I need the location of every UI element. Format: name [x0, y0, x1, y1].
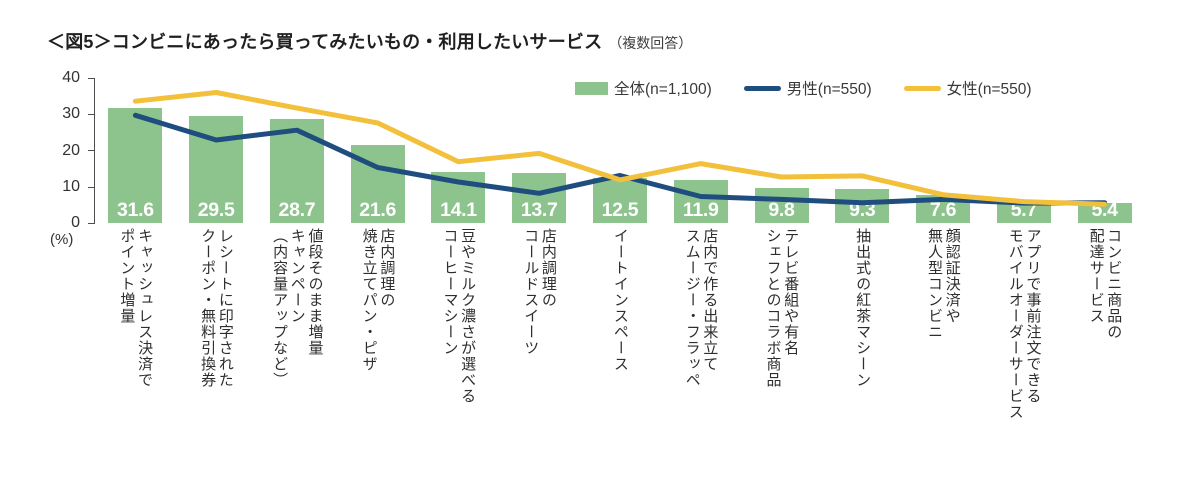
- y-tickmark: [88, 114, 95, 115]
- category-label: アプリで事前注文できる モバイルオーダーサービス: [983, 228, 1064, 480]
- category-label-text: アプリで事前注文できる モバイルオーダーサービス: [1006, 228, 1042, 420]
- category-label-text: 顔認証決済や 無人型コンビニ: [926, 228, 961, 340]
- category-label: 店内調理の 焼き立てパン・ピザ: [337, 228, 418, 480]
- chart-title-note: （複数回答）: [608, 35, 693, 51]
- y-tickmark: [88, 223, 95, 224]
- y-tick-20: 20: [62, 142, 80, 159]
- bar-value-label: 14.1: [440, 199, 477, 221]
- legend-label-total: 全体(n=1,100): [614, 81, 712, 98]
- category-label-text: イートインスペース: [611, 228, 629, 372]
- y-tick-30: 30: [62, 105, 80, 122]
- y-axis-unit: (%): [50, 231, 74, 248]
- category-label-text: 店内調理の 焼き立てパン・ピザ: [360, 228, 396, 372]
- bar-slot: 31.6: [95, 78, 176, 223]
- bar-value-label: 7.6: [929, 199, 957, 221]
- category-label: 店内で作る出来立て スムージー・フラッペ: [660, 228, 741, 480]
- bar-slot: 13.7: [499, 78, 580, 223]
- bar-value-label: 29.5: [197, 199, 235, 221]
- legend-label-female: 女性(n=550): [946, 81, 1032, 98]
- category-label-text: コンビニ商品の 配達サービス: [1087, 228, 1123, 340]
- y-tickmark: [88, 78, 95, 79]
- bar-slot: 11.9: [660, 78, 741, 223]
- legend-item-total: 全体(n=1,100): [575, 77, 712, 99]
- bar-slot: 28.7: [257, 78, 338, 223]
- chart-title: ＜図5＞コンビニにあったら買ってみたいもの・利用したいサービス: [47, 32, 603, 52]
- category-label: 顔認証決済や 無人型コンビニ: [903, 228, 984, 480]
- bar-delivery: [1077, 203, 1132, 223]
- category-label: キャッシュレス決済で ポイント増量: [95, 228, 176, 480]
- bar-slot: 12.5: [580, 78, 661, 223]
- category-labels-row: キャッシュレス決済で ポイント増量 レシートに印字された クーポン・無料引換券 …: [95, 228, 1145, 480]
- bar-cashless: [108, 108, 163, 223]
- bar-value-label: 12.5: [601, 199, 639, 221]
- bar-cold-sweets: [512, 173, 567, 223]
- category-label: 抽出式の紅茶マシーン: [822, 228, 903, 480]
- bar-value-label: 9.8: [768, 199, 795, 221]
- bar-eat-in: [592, 177, 647, 223]
- category-label: 豆やミルク濃さが選べる コーヒーマシーン: [418, 228, 499, 480]
- legend-label-male: 男性(n=550): [786, 81, 872, 98]
- female-line: [132, 90, 1108, 207]
- legend-item-male: 男性(n=550): [743, 77, 872, 99]
- bar-smoothie: [673, 179, 728, 223]
- category-label: レシートに印字された クーポン・無料引換券: [176, 228, 257, 480]
- category-label-text: テレビ番組や有名 シェフとのコラボ商品: [764, 228, 800, 388]
- category-label-text: レシートに印字された クーポン・無料引換券: [199, 228, 234, 388]
- category-label: イートインスペース: [580, 228, 661, 480]
- category-label-text: 抽出式の紅茶マシーン: [854, 228, 872, 388]
- category-label-text: キャッシュレス決済で ポイント増量: [118, 228, 154, 388]
- bar-mobile-order: [996, 202, 1051, 223]
- category-label-text: 店内調理の コールドスイーツ: [522, 228, 557, 356]
- y-tick-0: 0: [71, 214, 80, 231]
- y-axis-line: [94, 78, 95, 224]
- line-overlay: [132, 90, 1108, 207]
- total-bar-swatch-icon: [575, 81, 608, 95]
- bar-tea-machine: [835, 189, 890, 223]
- bar-value-label: 21.6: [359, 199, 397, 221]
- bar-slot: 9.8: [741, 78, 822, 223]
- bar-collab: [754, 187, 809, 223]
- chart-title-row: ＜図5＞コンビニにあったら買ってみたいもの・利用したいサービス （複数回答）: [47, 28, 692, 54]
- category-label-text: 値段そのまま増量 キャンペーン （内容量アップなど）: [271, 228, 324, 388]
- y-tick-10: 10: [62, 178, 80, 195]
- category-label-text: 豆やミルク濃さが選べる コーヒーマシーン: [441, 228, 477, 404]
- bar-value-label: 28.7: [278, 199, 316, 221]
- category-label: 店内調理の コールドスイーツ: [499, 228, 580, 480]
- category-label: コンビニ商品の 配達サービス: [1064, 228, 1145, 480]
- female-line-swatch-icon: [903, 85, 941, 91]
- legend: 全体(n=1,100) 男性(n=550) 女性(n=550): [575, 77, 1032, 99]
- bar-value-label: 31.6: [117, 199, 154, 221]
- y-tick-40: 40: [62, 69, 80, 86]
- y-tickmark: [88, 187, 95, 188]
- male-line-swatch-icon: [743, 85, 781, 91]
- category-label: テレビ番組や有名 シェフとのコラボ商品: [741, 228, 822, 480]
- legend-item-female: 女性(n=550): [903, 77, 1032, 99]
- bar-value-label: 11.9: [682, 199, 719, 221]
- category-label-text: 店内で作る出来立て スムージー・フラッペ: [683, 228, 719, 388]
- y-tickmark: [88, 150, 95, 151]
- male-line: [132, 112, 1108, 206]
- category-label: 値段そのまま増量 キャンペーン （内容量アップなど）: [257, 228, 338, 480]
- bar-value-label: 13.7: [520, 199, 558, 221]
